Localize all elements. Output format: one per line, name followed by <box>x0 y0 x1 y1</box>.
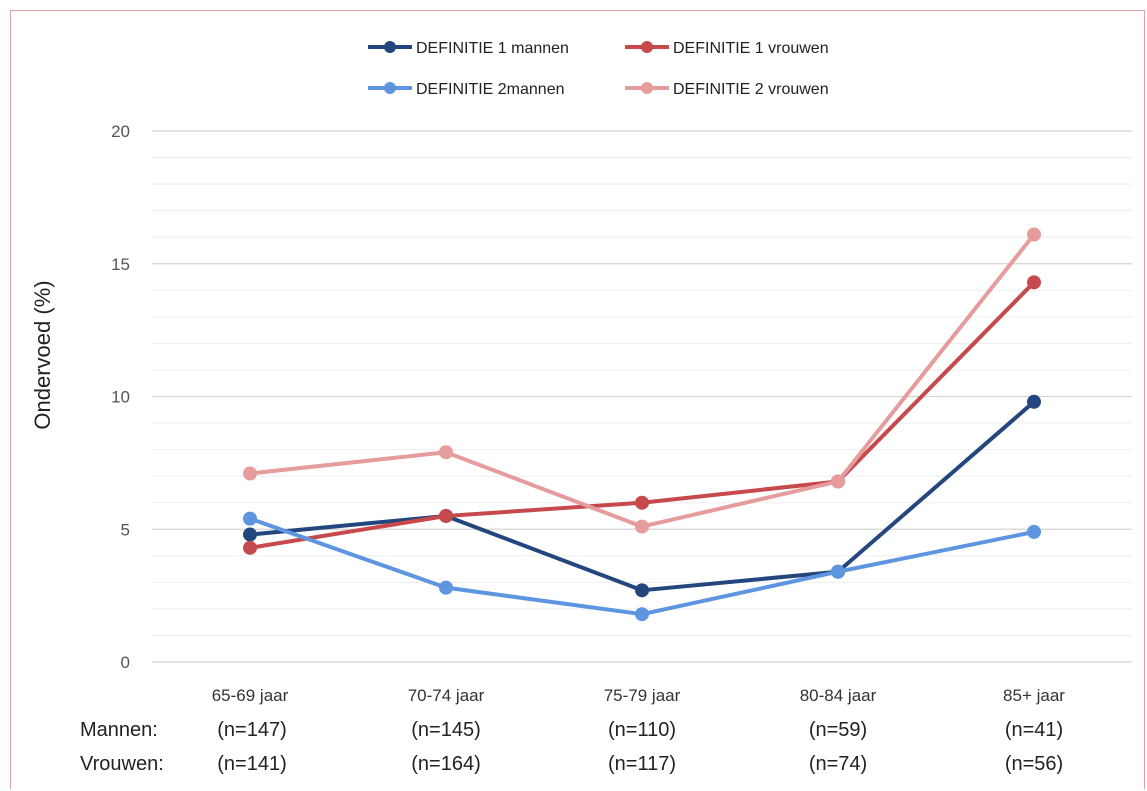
data-point <box>243 527 257 542</box>
series-group <box>243 227 1041 622</box>
y-axis-label: Ondervoed (%) <box>30 280 55 429</box>
x-tick-label: 75-79 jaar <box>604 686 681 705</box>
sample-size-value: (n=56) <box>1005 753 1063 775</box>
legend-swatch-marker <box>384 82 396 94</box>
x-tick-label: 65-69 jaar <box>212 686 289 705</box>
data-point <box>635 495 649 510</box>
data-point <box>831 474 845 489</box>
data-point <box>243 466 257 481</box>
data-point <box>635 519 649 534</box>
legend-label: DEFINITIE 1 vrouwen <box>673 40 829 57</box>
legend-label: DEFINITIE 1 mannen <box>416 40 569 57</box>
legend-swatch-marker <box>641 82 653 94</box>
data-point <box>439 445 453 460</box>
sample-size-table: Mannen: (n=147) (n=145) (n=110) (n=59) (n=41)… <box>80 719 1063 775</box>
data-point <box>1027 227 1041 242</box>
gridlines <box>152 130 1132 663</box>
y-tick-label: 0 <box>121 653 130 672</box>
chart-frame <box>10 10 1145 789</box>
y-tick-label: 5 <box>121 520 130 539</box>
legend-swatch-marker <box>641 41 653 53</box>
sample-size-value: (n=141) <box>217 753 287 775</box>
data-point <box>1027 524 1041 539</box>
sample-size-value: (n=147) <box>217 719 287 741</box>
sample-row-label: Mannen: <box>80 719 158 741</box>
sample-size-value: (n=59) <box>809 719 867 741</box>
data-point <box>831 564 845 579</box>
data-point <box>1027 275 1041 290</box>
legend-swatch-marker <box>384 41 396 53</box>
data-point <box>635 583 649 598</box>
sample-size-value: (n=117) <box>608 753 676 775</box>
data-point <box>1027 394 1041 409</box>
y-tick-labels: 0 5 10 15 20 <box>111 122 130 672</box>
series-line-4 <box>248 232 1036 529</box>
y-tick-label: 10 <box>111 388 130 407</box>
data-point <box>439 580 453 595</box>
y-tick-label: 20 <box>111 122 130 141</box>
x-tick-labels: 65-69 jaar 70-74 jaar 75-79 jaar 80-84 jaar… <box>212 686 1066 705</box>
sample-size-value: (n=145) <box>411 719 481 741</box>
x-tick-label: 85+ jaar <box>1003 686 1065 705</box>
legend-label: DEFINITIE 2mannen <box>416 81 565 98</box>
x-tick-label: 70-74 jaar <box>408 686 485 705</box>
legend-label: DEFINITIE 2 vrouwen <box>673 81 829 98</box>
sample-size-value: (n=74) <box>809 753 867 775</box>
data-point <box>243 540 257 555</box>
sample-row-label: Vrouwen: <box>80 753 164 775</box>
data-point <box>243 511 257 526</box>
data-point <box>635 607 649 622</box>
y-tick-label: 15 <box>111 255 130 274</box>
sample-size-value: (n=164) <box>411 753 481 775</box>
sample-size-value: (n=110) <box>608 719 676 741</box>
sample-size-value: (n=41) <box>1005 719 1063 741</box>
x-tick-label: 80-84 jaar <box>800 686 877 705</box>
data-point <box>439 508 453 523</box>
legend: DEFINITIE 1 mannen DEFINITIE 1 vrouwen DEF… <box>368 40 829 98</box>
